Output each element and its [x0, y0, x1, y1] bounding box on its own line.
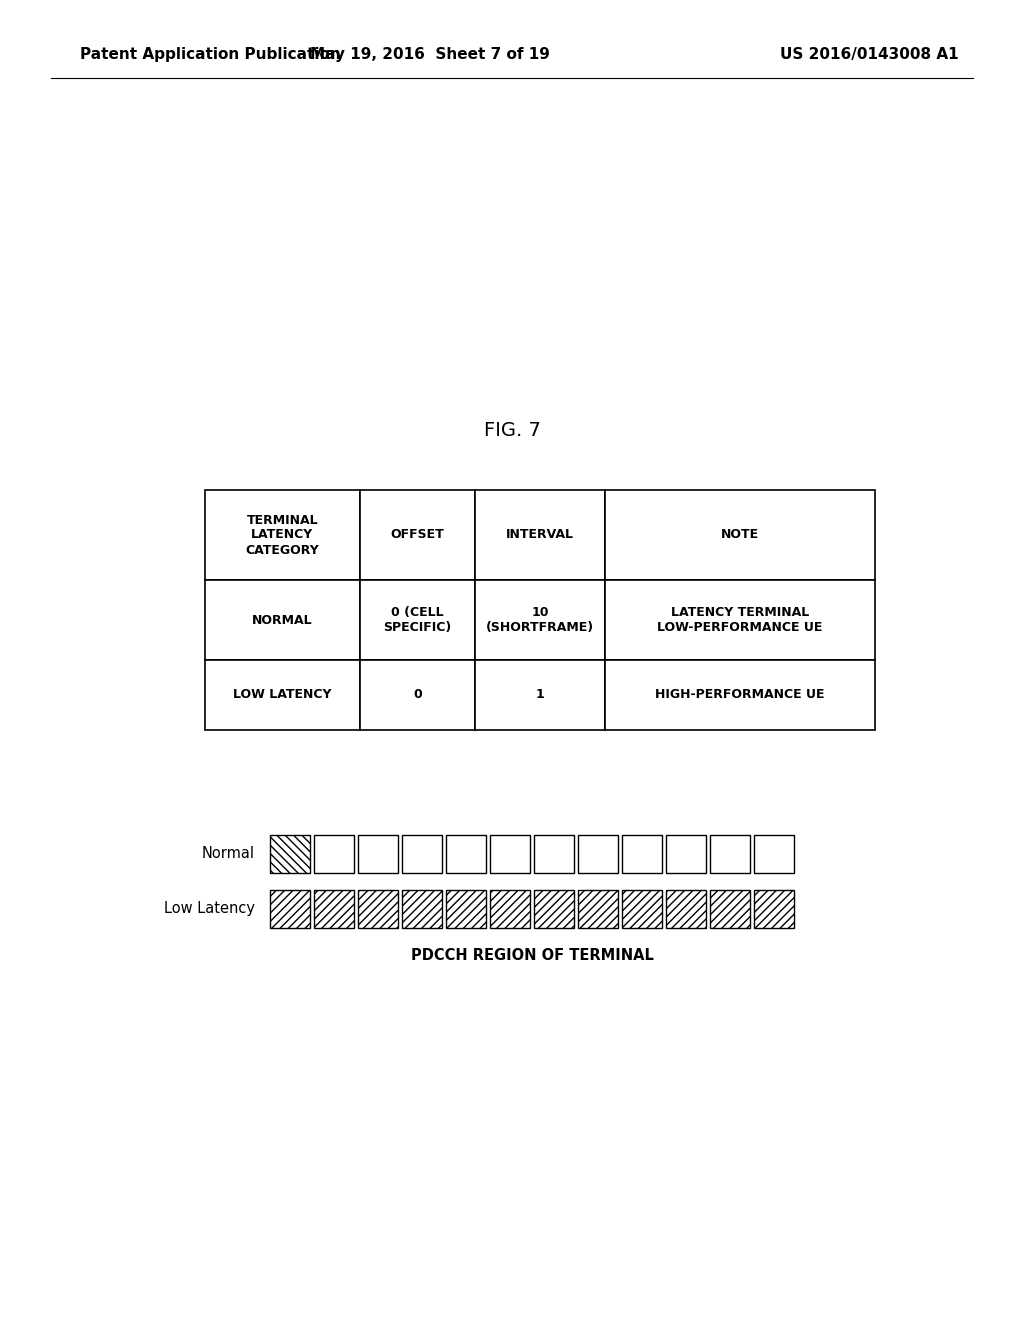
- Text: HIGH-PERFORMANCE UE: HIGH-PERFORMANCE UE: [655, 689, 824, 701]
- Bar: [205, 490, 360, 579]
- Text: 0: 0: [413, 689, 422, 701]
- Bar: [622, 890, 662, 928]
- Bar: [205, 660, 360, 730]
- Bar: [490, 836, 530, 873]
- Bar: [446, 836, 486, 873]
- Bar: [605, 490, 874, 579]
- Text: NOTE: NOTE: [721, 528, 759, 541]
- Text: Patent Application Publication: Patent Application Publication: [80, 48, 341, 62]
- Bar: [666, 836, 706, 873]
- Text: TERMINAL
LATENCY
CATEGORY: TERMINAL LATENCY CATEGORY: [246, 513, 319, 557]
- Bar: [360, 490, 475, 579]
- Bar: [270, 890, 310, 928]
- Bar: [360, 660, 475, 730]
- Bar: [710, 836, 750, 873]
- Text: Normal: Normal: [202, 846, 255, 862]
- Bar: [358, 890, 398, 928]
- Text: NORMAL: NORMAL: [252, 614, 312, 627]
- Text: FIG. 7: FIG. 7: [483, 421, 541, 440]
- Bar: [490, 890, 530, 928]
- Bar: [754, 836, 794, 873]
- Bar: [754, 890, 794, 928]
- Bar: [475, 660, 605, 730]
- Bar: [358, 836, 398, 873]
- Text: LATENCY TERMINAL
LOW-PERFORMANCE UE: LATENCY TERMINAL LOW-PERFORMANCE UE: [657, 606, 822, 634]
- Text: PDCCH REGION OF TERMINAL: PDCCH REGION OF TERMINAL: [411, 949, 653, 964]
- Text: 1: 1: [536, 689, 545, 701]
- Text: May 19, 2016  Sheet 7 of 19: May 19, 2016 Sheet 7 of 19: [310, 48, 550, 62]
- Bar: [578, 890, 618, 928]
- Bar: [402, 836, 442, 873]
- Text: Low Latency: Low Latency: [164, 902, 255, 916]
- Text: OFFSET: OFFSET: [390, 528, 444, 541]
- Bar: [446, 890, 486, 928]
- Bar: [314, 836, 354, 873]
- Text: INTERVAL: INTERVAL: [506, 528, 574, 541]
- Bar: [314, 890, 354, 928]
- Bar: [475, 579, 605, 660]
- Bar: [666, 890, 706, 928]
- Text: 10
(SHORTFRAME): 10 (SHORTFRAME): [486, 606, 594, 634]
- Text: LOW LATENCY: LOW LATENCY: [233, 689, 332, 701]
- Bar: [534, 836, 574, 873]
- Text: 0 (CELL
SPECIFIC): 0 (CELL SPECIFIC): [383, 606, 452, 634]
- Bar: [622, 836, 662, 873]
- Bar: [360, 579, 475, 660]
- Bar: [402, 890, 442, 928]
- Text: US 2016/0143008 A1: US 2016/0143008 A1: [780, 48, 958, 62]
- Bar: [475, 490, 605, 579]
- Bar: [270, 836, 310, 873]
- Bar: [578, 836, 618, 873]
- Bar: [710, 890, 750, 928]
- Bar: [205, 579, 360, 660]
- Bar: [605, 660, 874, 730]
- Bar: [534, 890, 574, 928]
- Bar: [605, 579, 874, 660]
